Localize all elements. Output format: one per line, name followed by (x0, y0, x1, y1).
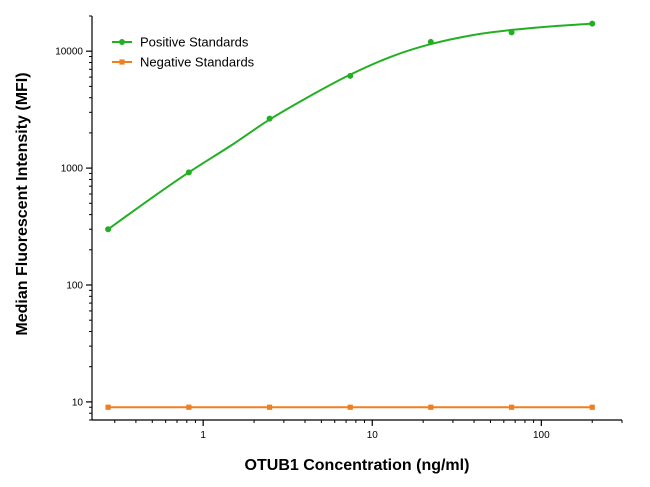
positive-standards-point (185, 169, 192, 176)
negative-standards-point (266, 404, 273, 410)
negative-standards-point (508, 404, 515, 410)
negative-standards-point (347, 404, 353, 410)
negative-standards-point (428, 404, 434, 410)
x-tick-label: 10 (367, 430, 379, 441)
y-tick-label: 10000 (55, 47, 83, 58)
negative-standards-point (589, 404, 595, 410)
legend-marker-positive-standards (119, 39, 125, 45)
fitted-curves (107, 22, 593, 409)
y-tick-label: 100 (66, 280, 83, 291)
negative-standards-point (105, 404, 111, 410)
legend-marker-negative-standards (119, 59, 125, 65)
positive-standards-point (105, 226, 112, 233)
legend-label-positive-standards: Positive Standards (140, 35, 249, 50)
legend-item-positive-standards: Positive Standards (112, 35, 249, 50)
x-axis-title: OTUB1 Concentration (ng/ml) (245, 457, 470, 474)
legend-item-negative-standards: Negative Standards (112, 55, 255, 70)
legend-label-negative-standards: Negative Standards (140, 55, 255, 70)
x-tick-label: 100 (533, 430, 550, 441)
y-tick-label: 10 (72, 397, 84, 408)
legend: Positive Standards Negative Standards (112, 35, 255, 70)
negative-standards-point (186, 404, 192, 410)
ticks: 10 100 1000 10000 1 10 100 (55, 15, 623, 441)
y-tick-label: 1000 (61, 164, 84, 175)
axes (91, 16, 622, 421)
y-axis-title: Median Fluorescent Intensity (MFI) (14, 72, 31, 335)
positive-standards-point (427, 38, 434, 45)
positive-standards-point (508, 29, 515, 36)
data-points (105, 20, 596, 410)
positive-standards-point (589, 20, 596, 27)
positive-standards-point (347, 72, 354, 79)
positive-standards-point (266, 115, 273, 122)
x-tick-label: 1 (200, 430, 206, 441)
